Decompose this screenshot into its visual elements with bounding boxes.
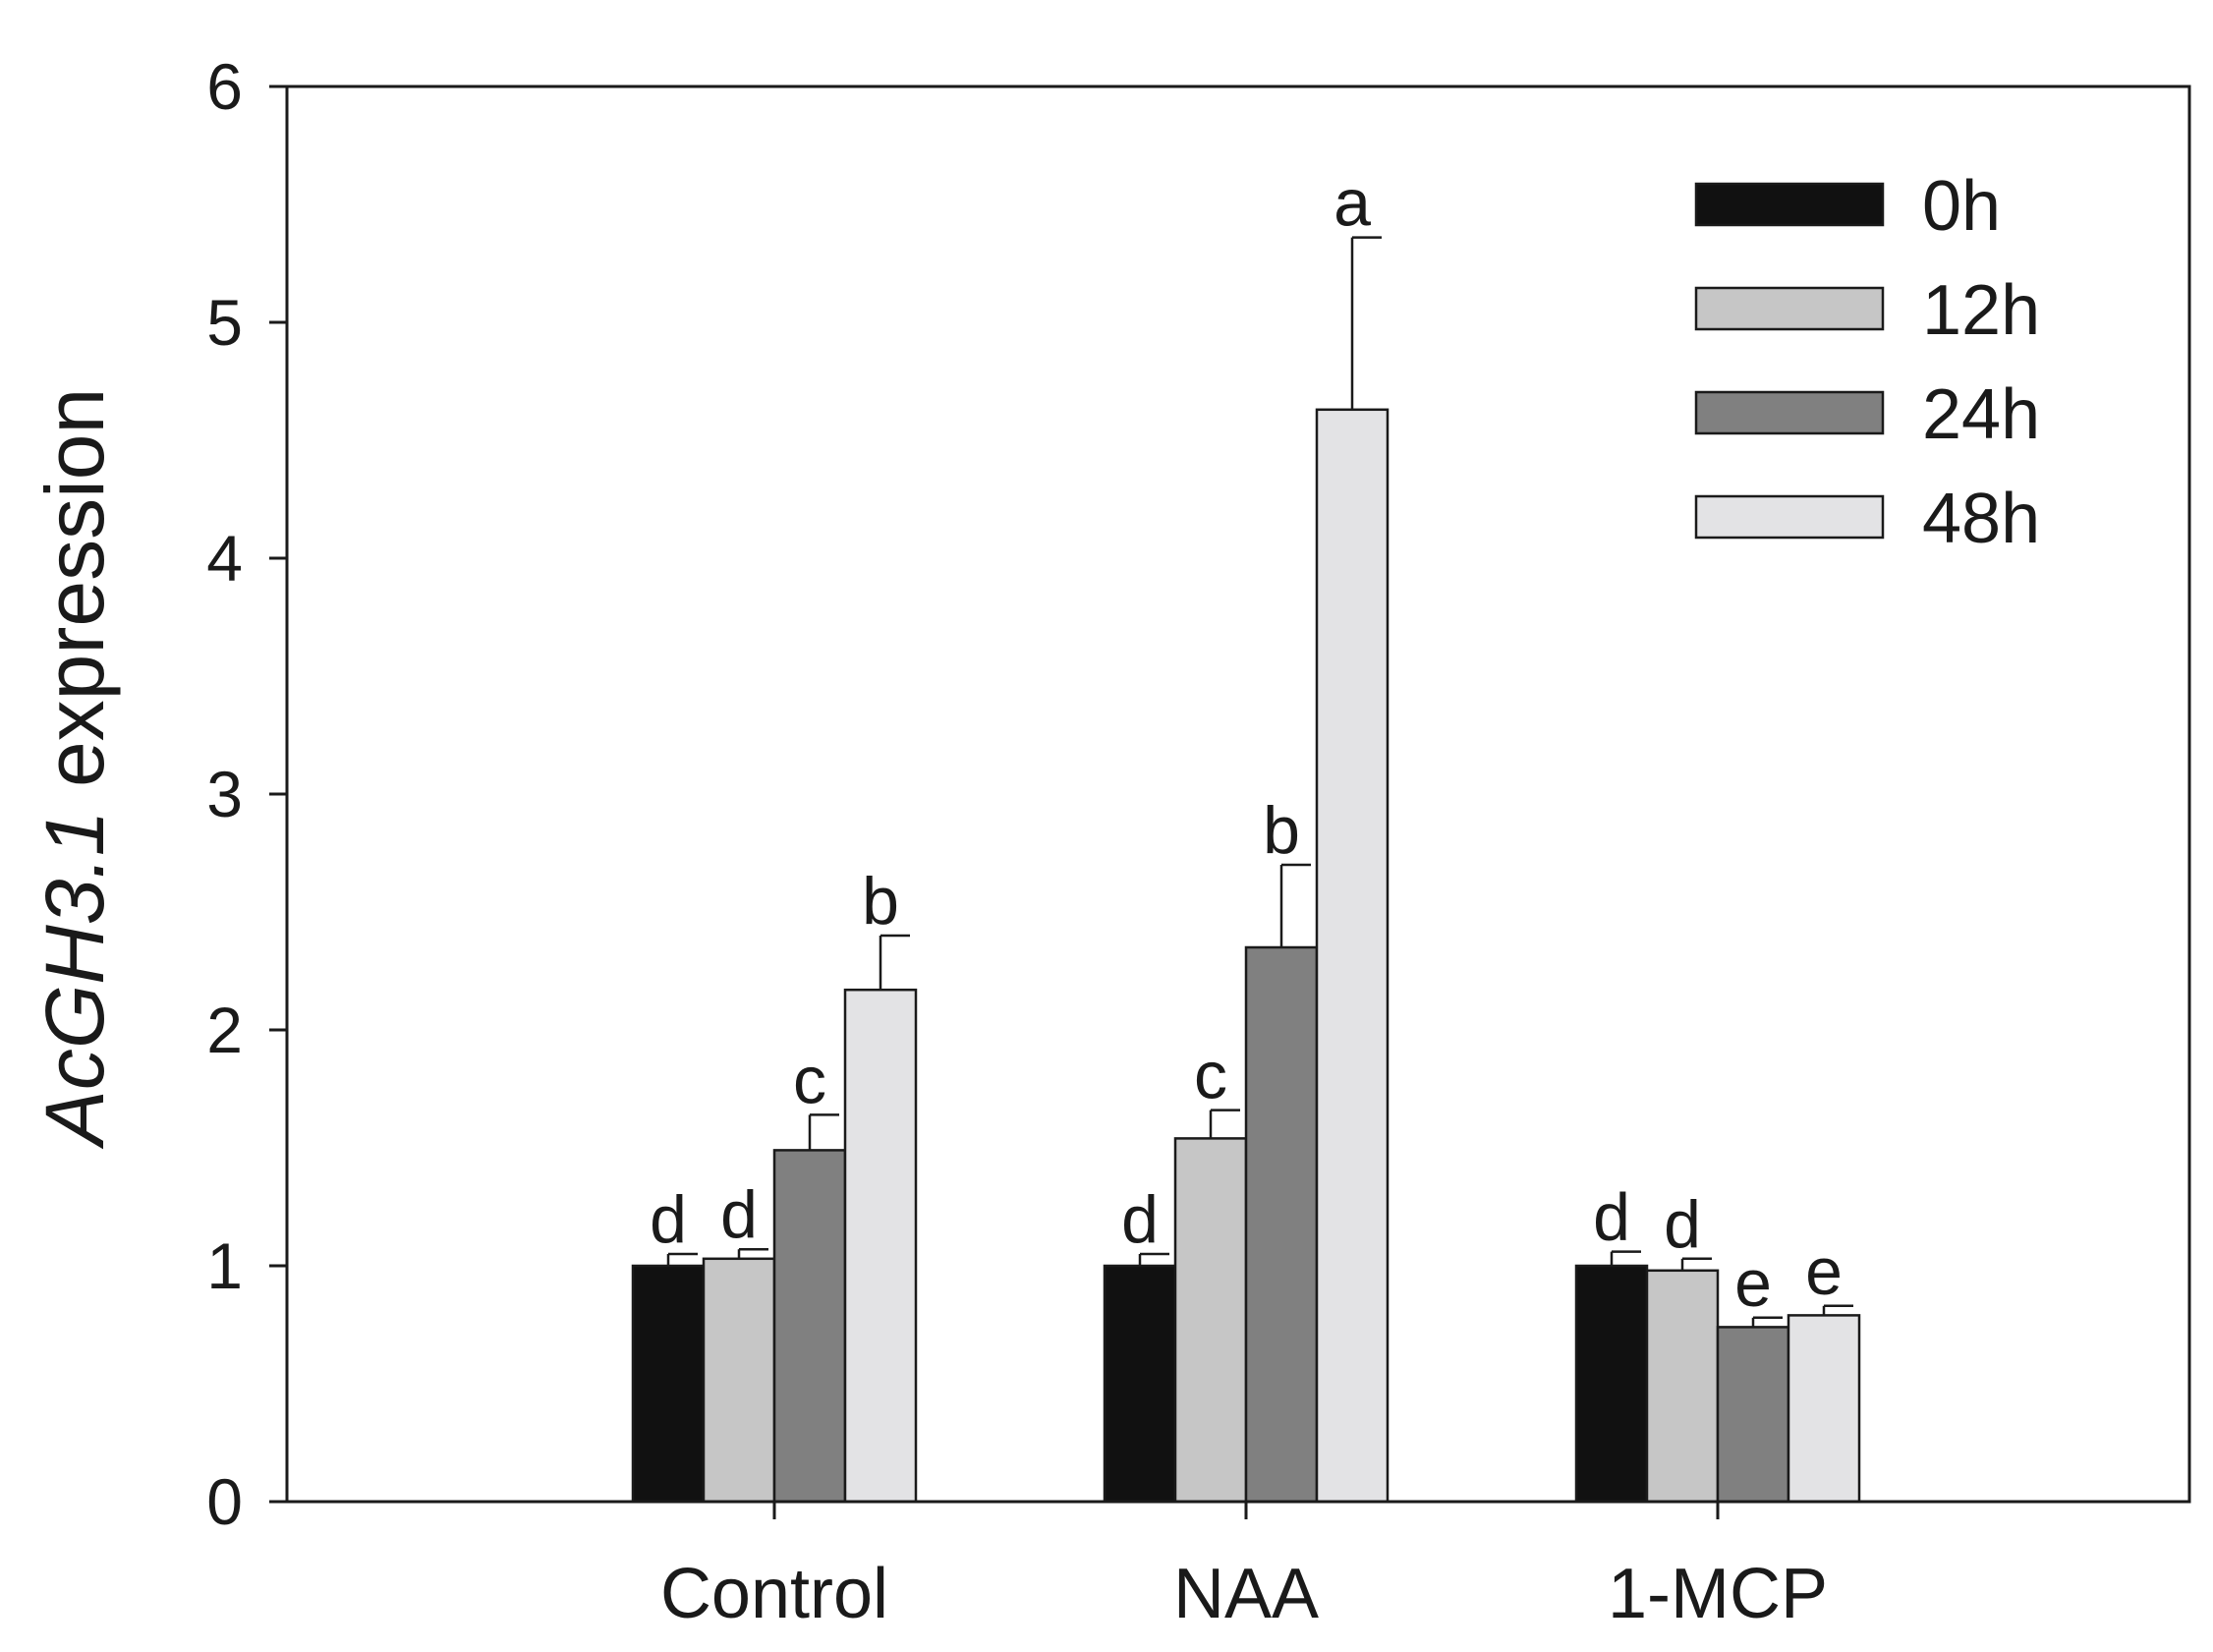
legend-item-48h: 48h	[1694, 480, 2040, 558]
legend-label-12h: 12h	[1922, 271, 2040, 350]
y-axis-title-gene: AcGH3.1	[28, 810, 121, 1150]
significance-letter: c	[1194, 1039, 1227, 1113]
legend-label-0h: 0h	[1922, 167, 2001, 246]
x-tick-label-control: Control	[660, 1555, 888, 1633]
legend-swatch-24h	[1694, 390, 1885, 435]
y-tick-label: 5	[206, 286, 243, 359]
significance-letter: d	[1593, 1180, 1630, 1255]
significance-letter: c	[793, 1043, 826, 1117]
bar-1-mcp-48h	[1787, 1314, 1861, 1504]
legend-swatch-0h	[1694, 182, 1885, 227]
legend-label-48h: 48h	[1922, 480, 2040, 558]
legend-item-12h: 12h	[1694, 271, 2040, 350]
legend-item-24h: 24h	[1694, 375, 2040, 454]
significance-letter: d	[1664, 1187, 1701, 1262]
legend-item-0h: 0h	[1694, 167, 2001, 246]
x-tick-label-1-mcp: 1-MCP	[1608, 1555, 1828, 1633]
significance-letter: b	[1263, 793, 1300, 868]
x-tick-label-naa: NAA	[1173, 1555, 1319, 1633]
significance-letter: a	[1333, 166, 1371, 241]
y-tick-label: 2	[206, 994, 243, 1066]
y-axis-title: AcGH3.1 expression	[28, 388, 121, 1150]
legend-swatch-12h	[1694, 286, 1885, 331]
error-bars-layer	[666, 236, 1853, 1328]
y-axis-title-suffix: expression	[28, 388, 121, 811]
bar-control-12h	[702, 1257, 776, 1504]
y-axis-title-group: AcGH3.1 expression	[28, 388, 121, 1150]
axes-layer: 0 1 2 3 4 5 6 Control NAA 1-MCP	[206, 50, 2191, 1633]
legend: 0h 12h 24h 48h	[1694, 167, 2040, 558]
y-tick-label: 3	[206, 758, 243, 830]
y-tick-label: 4	[206, 522, 243, 595]
bar-control-48h	[843, 988, 918, 1504]
bar-naa-12h	[1173, 1137, 1248, 1504]
bar-naa-0h	[1103, 1264, 1177, 1504]
significance-letter: e	[1734, 1246, 1772, 1321]
legend-label-24h: 24h	[1922, 375, 2040, 454]
bar-1-mcp-12h	[1645, 1269, 1720, 1504]
legend-swatch-48h	[1694, 494, 1885, 540]
bar-control-24h	[772, 1149, 847, 1504]
bar-control-0h	[631, 1264, 706, 1504]
bar-1-mcp-0h	[1574, 1264, 1649, 1504]
significance-letter: b	[862, 864, 899, 939]
significance-letter: d	[650, 1182, 687, 1257]
significance-letter: e	[1805, 1234, 1843, 1309]
bar-naa-24h	[1244, 945, 1319, 1504]
bars-layer	[631, 408, 1861, 1504]
y-tick-label: 6	[206, 50, 243, 123]
y-tick-label: 1	[206, 1229, 243, 1302]
significance-letter: d	[1121, 1182, 1159, 1257]
significance-letter: d	[720, 1177, 758, 1252]
bar-naa-48h	[1315, 408, 1390, 1504]
bar-1-mcp-24h	[1716, 1326, 1790, 1504]
y-tick-label: 0	[206, 1465, 243, 1538]
